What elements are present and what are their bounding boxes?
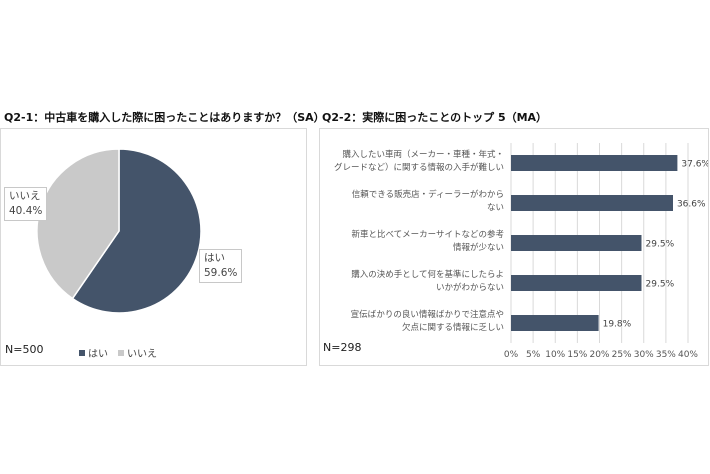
x-tick-label: 30% — [634, 350, 654, 360]
legend-item-no: いいえ — [118, 345, 157, 360]
legend-label-no: いいえ — [127, 349, 157, 360]
category-label: 宣伝ばかりの良い情報ばかりで注意点や — [351, 309, 504, 320]
category-label: 情報が少ない — [453, 242, 504, 253]
x-tick-label: 40% — [678, 350, 698, 360]
x-tick-label: 35% — [656, 350, 676, 360]
bar-value-label: 36.6% — [677, 200, 706, 210]
category-label: 新車と比べてメーカーサイトなどの参考 — [352, 229, 505, 240]
bar-3 — [511, 275, 642, 291]
bar-value-label: 19.8% — [603, 320, 632, 330]
x-tick-label: 20% — [589, 350, 609, 360]
legend-label-yes: はい — [88, 349, 108, 360]
pie-callout-yes-value: 59.6% — [204, 267, 238, 279]
x-tick-label: 5% — [526, 350, 541, 360]
category-label: いかがわからない — [436, 282, 504, 293]
bar-value-label: 37.6% — [681, 160, 708, 170]
legend-swatch-no — [118, 349, 124, 356]
category-label: グレードなど）に関する情報の入手が難しい — [334, 162, 504, 173]
bar-4 — [511, 315, 599, 331]
pie-sample-size: N=500 — [5, 343, 44, 356]
pie-callout-yes-label: はい — [204, 252, 225, 264]
pie-slice-0 — [71, 148, 202, 314]
pie-chart-panel: いいえ 40.4% はい 59.6% N=500 はい いいえ — [0, 128, 307, 366]
pie-callout-yes: はい 59.6% — [199, 249, 243, 283]
bar-chart-panel: 0% 5% 10% 15% 20% 25% 30% 35% 40% 37.6% 購入したい車両（メー… — [319, 128, 709, 366]
pie-callout-no-value: 40.4% — [9, 205, 43, 217]
legend-swatch-yes — [79, 349, 85, 356]
pie-callout-no-label: いいえ — [9, 190, 41, 202]
category-label: 欠点に関する情報に乏しい — [402, 322, 504, 333]
category-label: ない — [487, 203, 504, 213]
bar-chart: 0% 5% 10% 15% 20% 25% 30% 35% 40% 37.6% 購入したい車両（メー… — [334, 143, 708, 360]
pie-legend: はい いいえ — [79, 345, 157, 360]
bar-0 — [511, 155, 678, 171]
bar-value-label: 29.5% — [646, 240, 675, 250]
legend-item-yes: はい — [79, 345, 108, 360]
x-tick-label: 15% — [567, 350, 587, 360]
pie-chart — [36, 148, 202, 314]
category-label: 購入の決め手として何を基準にしたらよ — [351, 269, 504, 280]
x-tick-label: 10% — [545, 350, 565, 360]
x-tick-label: 25% — [612, 350, 632, 360]
x-tick-label: 0% — [504, 350, 519, 360]
bar-1 — [511, 195, 673, 211]
category-label: 信頼できる販売店・ディーラーがわから — [352, 189, 504, 200]
pie-callout-no: いいえ 40.4% — [4, 187, 48, 221]
right-chart-title: Q2-2：実際に困ったことのトップ 5（MA） — [322, 111, 548, 124]
bar-2 — [511, 235, 642, 251]
left-chart-title: Q2-1：中古車を購入した際に困ったことはありますか？（SA） — [4, 111, 325, 124]
bar-sample-size: N=298 — [323, 341, 362, 354]
category-label: 購入したい車両（メーカー・車種・年式・ — [342, 149, 504, 160]
bar-value-label: 29.5% — [646, 280, 675, 290]
